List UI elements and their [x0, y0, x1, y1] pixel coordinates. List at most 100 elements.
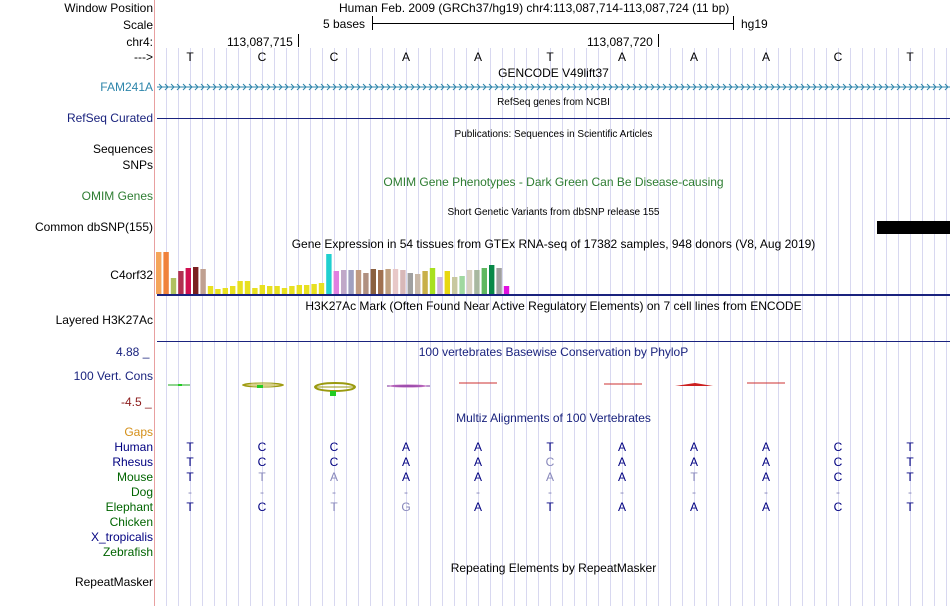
gtex-tissue-bar[interactable] [274, 286, 280, 294]
gtex-tissue-bar[interactable] [178, 271, 184, 294]
repeatmasker-track-label[interactable]: RepeatMasker [74, 575, 153, 589]
gtex-tissue-bar[interactable] [296, 285, 302, 294]
gtex-tissue-bar[interactable] [348, 270, 354, 294]
publications-track-title[interactable]: Publications: Sequences in Scientific Ar… [454, 129, 653, 140]
species-label[interactable]: Human [114, 440, 153, 454]
reference-base: T [906, 50, 914, 64]
gtex-tissue-bar[interactable] [259, 285, 265, 294]
gtex-tissue-bar[interactable] [415, 274, 421, 294]
gtex-tissue-bar[interactable] [318, 283, 325, 294]
gtex-tissue-bar[interactable] [237, 281, 243, 294]
gtex-tissue-bar[interactable] [156, 252, 162, 294]
gtex-tissue-bar[interactable] [363, 273, 369, 294]
strand-chevron [404, 83, 409, 91]
gtex-tissue-bar[interactable] [281, 288, 288, 294]
species-label[interactable]: Mouse [116, 470, 153, 484]
dbsnp-track-label[interactable]: Common dbSNP(155) [34, 220, 153, 234]
gtex-tissue-bar[interactable] [355, 270, 362, 294]
gtex-track-label[interactable]: C4orf32 [110, 268, 153, 282]
species-label[interactable]: X_tropicalis [90, 530, 153, 544]
gtex-tissue-bar[interactable] [215, 289, 221, 294]
strand-chevron [254, 83, 259, 91]
gtex-tissue-bar[interactable] [452, 277, 458, 294]
strand-chevron [764, 83, 769, 91]
label-separator [154, 0, 155, 606]
gtex-tissue-bar[interactable] [444, 271, 450, 294]
gtex-tissue-bar[interactable] [437, 277, 443, 294]
gtex-tissue-bar[interactable] [489, 265, 495, 294]
species-base: A [689, 455, 698, 469]
publications-snps-label[interactable]: SNPs [122, 158, 153, 172]
gtex-tissue-bar[interactable] [466, 270, 473, 294]
publications-sequences-label[interactable]: Sequences [92, 142, 153, 156]
phylop-track-title[interactable]: 100 vertebrates Basewise Conservation by… [418, 345, 689, 359]
gtex-tissue-bar[interactable] [185, 268, 191, 294]
gencode-track-label[interactable]: FAM241A [100, 80, 153, 94]
gtex-tissue-bar[interactable] [378, 270, 384, 294]
species-label[interactable]: Rhesus [112, 455, 153, 469]
gtex-tissue-bar[interactable] [392, 269, 399, 294]
gtex-tissue-bar[interactable] [407, 273, 413, 294]
omim-track-title[interactable]: OMIM Gene Phenotypes - Dark Green Can Be… [383, 175, 724, 189]
strand-chevron [344, 83, 349, 91]
strand-chevron [398, 83, 403, 91]
gtex-tissue-bar[interactable] [429, 268, 436, 294]
scale-assembly: hg19 [741, 17, 768, 31]
gtex-tissue-bar[interactable] [207, 286, 214, 294]
refseq-gene-line[interactable] [157, 118, 950, 119]
gtex-tissue-bar[interactable] [503, 286, 510, 294]
gtex-tissue-bar[interactable] [289, 286, 295, 294]
dbsnp-track-title[interactable]: Short Genetic Variants from dbSNP releas… [447, 207, 660, 218]
species-label[interactable]: Chicken [109, 515, 153, 529]
dbsnp-variant-block[interactable] [877, 221, 950, 234]
gtex-track-title[interactable]: Gene Expression in 54 tissues from GTEx … [291, 237, 816, 251]
phylop-track-label[interactable]: 100 Vert. Cons [73, 369, 153, 383]
gtex-tissue-bar[interactable] [422, 271, 428, 294]
h3k27ac-track-title[interactable]: H3K27Ac Mark (Often Found Near Active Re… [305, 299, 802, 313]
strand-chevron [266, 83, 271, 91]
gtex-tissue-bar[interactable] [459, 276, 465, 294]
species-base: C [329, 440, 339, 454]
strand-chevron [236, 83, 241, 91]
gtex-tissue-bar[interactable] [230, 286, 236, 294]
gtex-tissue-bar[interactable] [170, 278, 177, 294]
species-label[interactable]: Elephant [105, 500, 153, 514]
strand-chevron [164, 83, 169, 91]
gtex-tissue-bar[interactable] [200, 269, 206, 294]
strand-chevron [674, 83, 679, 91]
gtex-tissue-bar[interactable] [326, 254, 332, 294]
species-label[interactable]: Zebrafish [102, 545, 153, 559]
species-base: T [186, 470, 194, 484]
gtex-tissue-bar[interactable] [244, 281, 251, 294]
species-label[interactable]: Dog [130, 485, 153, 499]
gtex-tissue-bar[interactable] [163, 252, 169, 294]
gtex-tissue-bar[interactable] [193, 267, 199, 294]
gtex-tissue-bar[interactable] [222, 288, 228, 294]
refseq-track-label[interactable]: RefSeq Curated [66, 111, 153, 125]
strand-chevron [176, 83, 181, 91]
multiz-track-title[interactable]: Multiz Alignments of 100 Vertebrates [456, 411, 651, 425]
gtex-tissue-bar[interactable] [496, 268, 502, 294]
gtex-tissue-bar[interactable] [311, 284, 317, 294]
refseq-track-title[interactable]: RefSeq genes from NCBI [497, 97, 610, 108]
h3k27ac-track-label[interactable]: Layered H3K27Ac [55, 313, 153, 327]
gencode-gene-feature[interactable] [157, 81, 950, 93]
gtex-tissue-bar[interactable] [370, 269, 376, 294]
gtex-tissue-bar[interactable] [400, 270, 406, 294]
strand-chevron [698, 83, 703, 91]
window-position-value[interactable]: Human Feb. 2009 (GRCh37/hg19) chr4:113,0… [339, 1, 730, 15]
gtex-tissue-bar[interactable] [385, 269, 391, 294]
gtex-tissue-bar[interactable] [267, 286, 273, 294]
gtex-tissue-bar[interactable] [333, 271, 339, 294]
gtex-tissue-bar[interactable] [252, 288, 258, 294]
gtex-tissue-bar[interactable] [304, 285, 310, 294]
phylop-conservation-plot[interactable] [157, 376, 950, 398]
gtex-tissue-bar[interactable] [474, 270, 480, 294]
omim-track-label[interactable]: OMIM Genes [81, 189, 153, 203]
gtex-expression-chart[interactable] [155, 252, 535, 294]
gtex-tissue-bar[interactable] [341, 270, 347, 294]
gencode-track-title[interactable]: GENCODE V49lift37 [498, 66, 609, 80]
strand-chevron [842, 83, 847, 91]
repeatmasker-track-title[interactable]: Repeating Elements by RepeatMasker [450, 561, 657, 575]
gtex-tissue-bar[interactable] [481, 268, 487, 294]
